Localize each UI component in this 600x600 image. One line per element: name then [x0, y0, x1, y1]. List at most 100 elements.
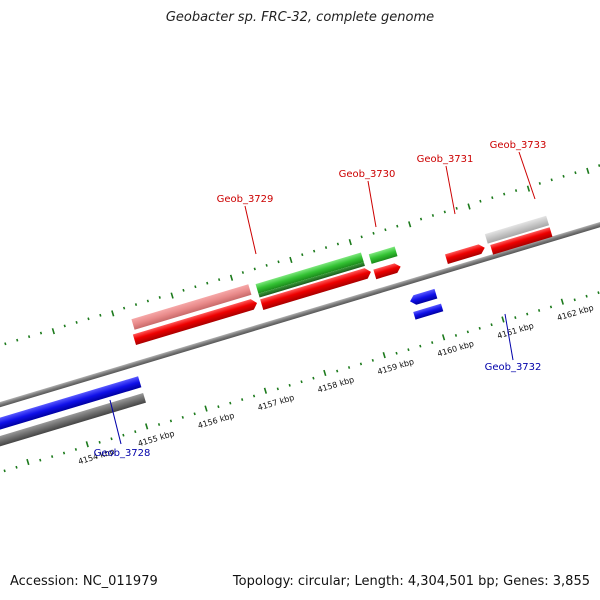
tick-mark	[157, 423, 161, 426]
tick-mark	[466, 330, 469, 334]
gene-arrow-geob-3732-blue2	[413, 303, 444, 320]
tick-mark	[122, 306, 126, 310]
kbp-label: 4155 kbp	[137, 429, 176, 448]
tick-mark	[336, 242, 340, 246]
tick-mark	[146, 299, 149, 303]
genome-title: Geobacter sp. FRC-32, complete genome	[165, 10, 435, 25]
tick-mark	[372, 231, 375, 235]
tick-mark	[501, 316, 505, 323]
tick-mark	[134, 430, 137, 434]
gene-leader-line	[518, 151, 536, 200]
tick-mark	[111, 310, 115, 317]
tick-mark	[51, 328, 55, 335]
tick-mark	[490, 323, 493, 327]
tick-mark	[323, 369, 327, 377]
kbp-label: 4156 kbp	[197, 411, 236, 430]
gene-label[interactable]: Geob_3732	[485, 362, 542, 373]
accession-text: Accession: NC_011979	[10, 574, 158, 589]
gene-arrow-geob-3728	[0, 376, 142, 434]
tick-mark	[229, 401, 232, 405]
tick-mark	[514, 316, 517, 320]
tick-mark	[277, 260, 280, 264]
gene-leader-line	[109, 399, 122, 445]
kbp-label: 4158 kbp	[317, 375, 356, 394]
tick-mark	[313, 249, 316, 253]
genome-backbone	[0, 201, 600, 426]
tick-mark	[170, 292, 174, 299]
tick-mark	[85, 441, 89, 448]
tick-mark	[396, 224, 399, 228]
tick-mark	[336, 369, 339, 373]
tick-mark	[26, 458, 30, 466]
kbp-label: 4161 kbp	[496, 321, 535, 340]
tick-mark	[253, 267, 256, 271]
tick-mark	[419, 217, 423, 221]
gene-arrow-geob-3728-gray	[0, 393, 146, 450]
tick-mark	[586, 167, 590, 174]
gene-label[interactable]: Geob_3731	[417, 154, 474, 165]
tick-mark	[526, 312, 529, 316]
tick-mark	[431, 214, 435, 217]
gene-arrow-geob-3729	[132, 299, 258, 346]
gene-leader-line	[504, 313, 514, 361]
tick-mark	[574, 171, 577, 175]
tick-mark	[51, 455, 54, 459]
tick-mark	[479, 199, 482, 203]
gene-label[interactable]: Geob_3730	[339, 169, 396, 180]
gene-arrow-next-red	[490, 227, 553, 255]
gene-label-layer: Geob_3728 Geob_3729 Geob_3730 Geob_3731 Geob…	[94, 140, 547, 459]
tick-mark	[560, 298, 564, 305]
gene-leader-line	[367, 180, 377, 228]
gene-label[interactable]: Geob_3733	[490, 140, 547, 151]
tick-mark	[289, 256, 293, 264]
tick-mark	[443, 210, 446, 214]
gene-arrow-geob-3730	[260, 268, 371, 310]
gene-arrow-geob-3732	[410, 288, 438, 305]
tick-mark	[182, 288, 185, 292]
gene-arrow-geob-3731	[373, 263, 401, 280]
tick-mark	[538, 181, 541, 185]
tick-mark	[63, 324, 66, 328]
tick-mark	[241, 398, 244, 401]
genome-summary-text: Topology: circular; Length: 4,304,501 bp…	[232, 574, 590, 589]
tick-mark	[16, 338, 19, 342]
tick-mark	[301, 253, 304, 257]
gene-arrow-geob-3730-green	[255, 252, 364, 294]
tick-mark	[312, 376, 315, 380]
tick-mark	[441, 334, 446, 341]
tick-mark	[549, 305, 553, 309]
tick-mark	[74, 448, 78, 451]
tick-mark	[99, 313, 102, 317]
tick-mark	[395, 351, 398, 355]
gene-arrow-geob-3731-green	[368, 246, 398, 264]
tick-mark	[110, 437, 113, 441]
tick-mark	[134, 303, 138, 306]
tick-mark	[181, 415, 184, 419]
tick-mark	[265, 263, 268, 267]
tick-mark	[324, 246, 328, 249]
gene-label[interactable]: Geob_3729	[217, 194, 274, 205]
tick-mark	[193, 412, 196, 416]
tick-mark	[573, 298, 576, 302]
gene-label[interactable]: Geob_3728	[94, 448, 151, 459]
tick-mark	[455, 206, 458, 210]
tick-mark	[454, 334, 458, 337]
gene-arrow-next-gray	[484, 215, 550, 244]
tick-mark	[98, 440, 101, 444]
reverse-tick-row	[3, 291, 600, 473]
gene-leader-line	[445, 165, 456, 215]
tick-mark	[87, 317, 90, 321]
forward-tick-row	[4, 164, 600, 346]
gene-arrow-geob-3730-dkgreen	[258, 262, 365, 298]
kbp-label: 4159 kbp	[376, 357, 415, 376]
tick-mark	[276, 387, 279, 391]
tick-mark	[194, 285, 197, 289]
tick-mark	[384, 228, 387, 232]
tick-mark	[4, 342, 7, 346]
tick-mark	[491, 196, 494, 200]
tick-mark	[263, 387, 268, 394]
tick-mark	[419, 344, 422, 348]
tick-mark	[585, 294, 588, 298]
